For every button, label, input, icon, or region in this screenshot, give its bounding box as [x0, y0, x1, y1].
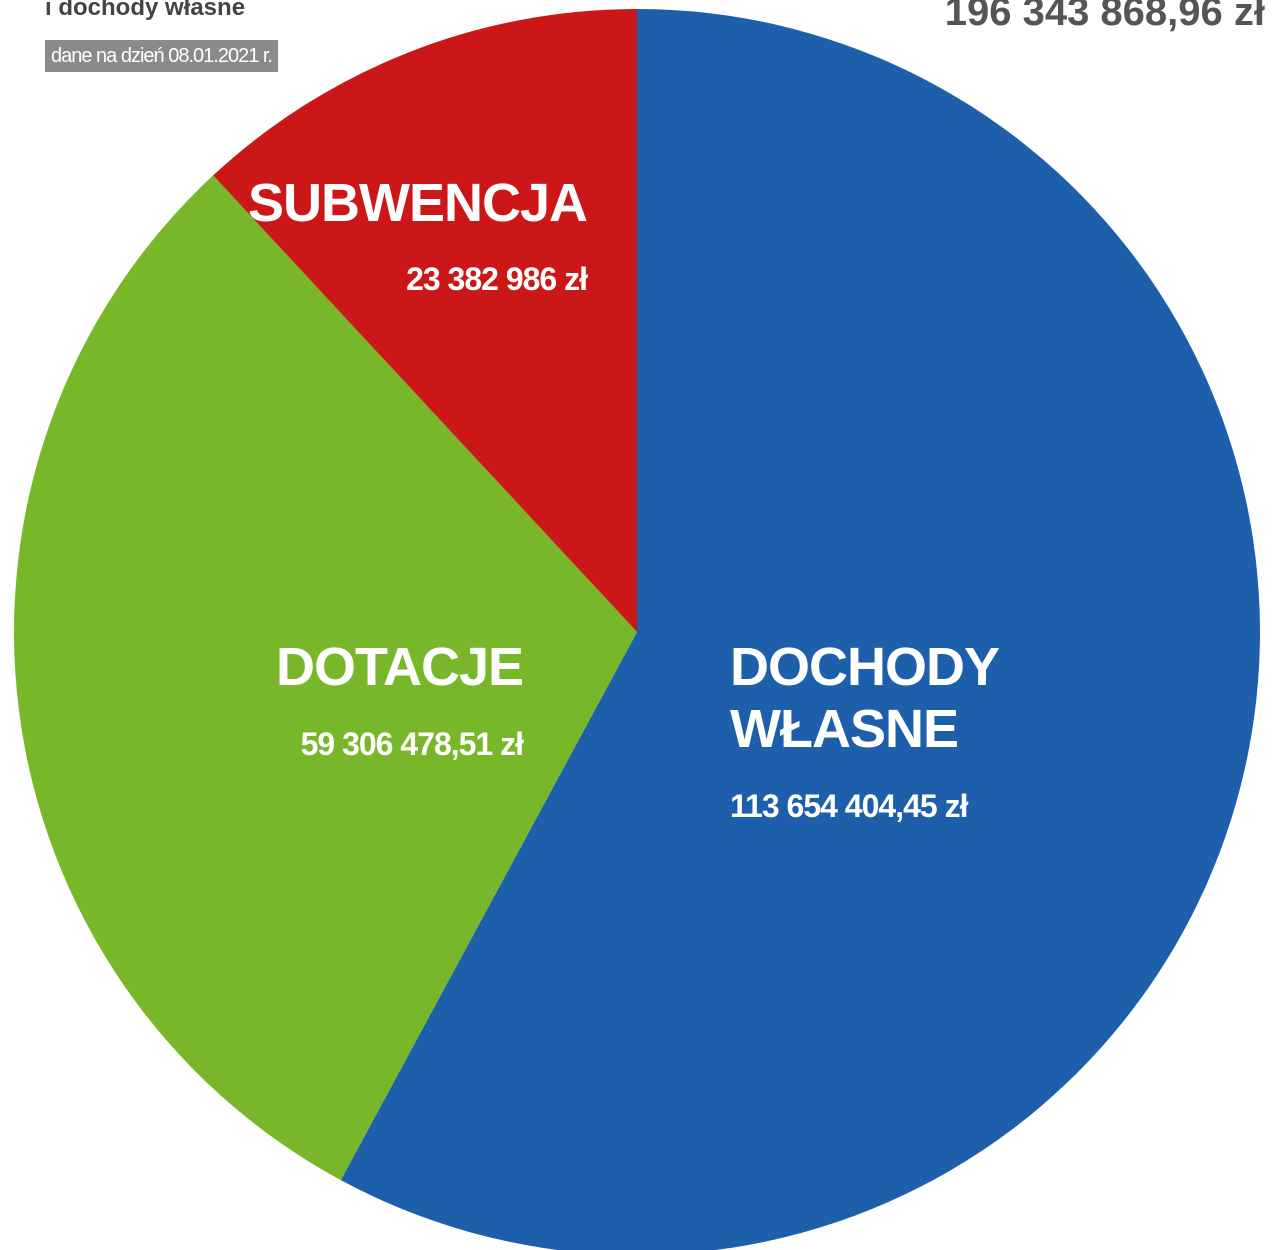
slice-value-label: 113 654 404,45 zł: [730, 788, 968, 824]
chart-subtitle: dane na dzień 08.01.2021 r.: [45, 40, 278, 72]
pie-slice: [14, 175, 638, 1181]
slice-label: SUBWENCJA: [247, 173, 588, 233]
slice-value-label: 23 382 986 zł: [406, 261, 588, 297]
total-label: 196 343 868,96 zł: [944, 0, 1265, 34]
slice-label: DOTACJE: [275, 637, 524, 697]
pie-slice: [340, 9, 1260, 1250]
slice-value-label: 59 306 478,51 zł: [300, 726, 524, 762]
pie-slice: [213, 9, 638, 632]
chart-title: i dochody własne: [45, 0, 246, 21]
slice-label: DOCHODY WŁASNE: [730, 637, 999, 759]
